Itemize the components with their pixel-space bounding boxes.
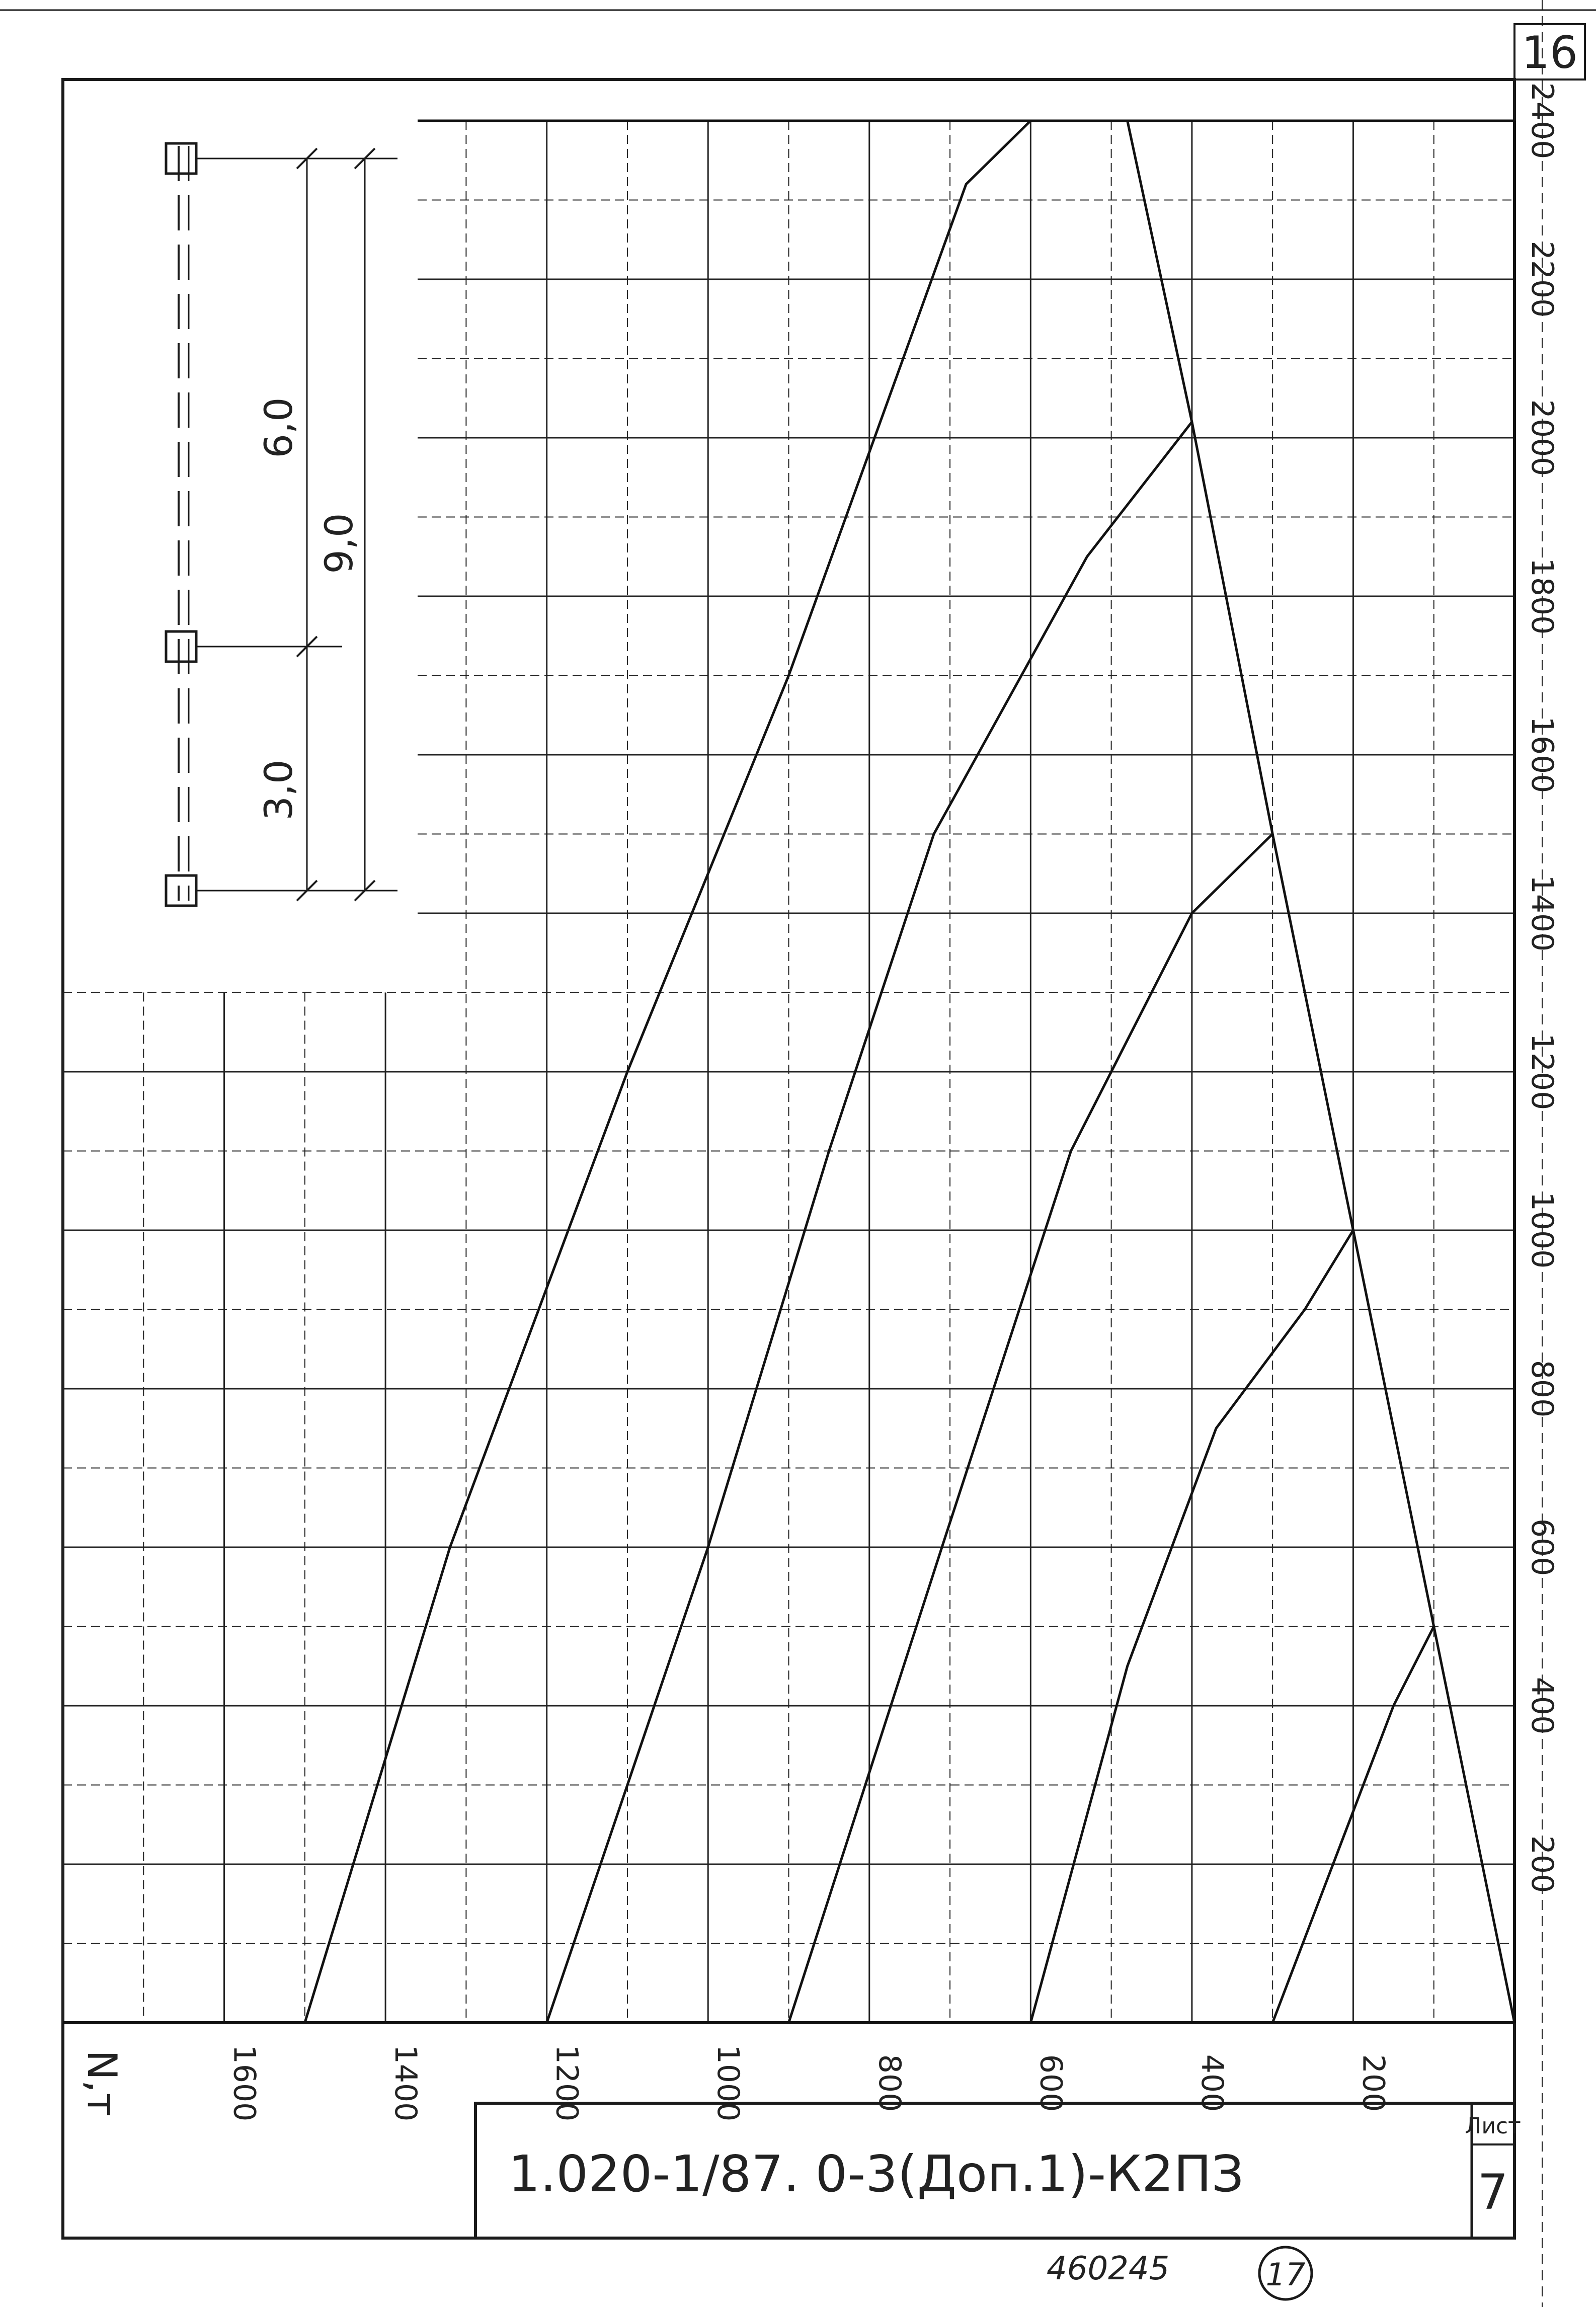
y-tick-label: 2400 — [1525, 83, 1560, 160]
x-tick-label: 1200 — [549, 2045, 585, 2122]
tick-1 — [296, 147, 318, 170]
y-tick-label: 200 — [1525, 1836, 1560, 1893]
y-tick-label: 400 — [1525, 1677, 1560, 1735]
sheet-number-top: 16 — [1522, 27, 1578, 78]
series-line-4 — [1029, 1229, 1354, 2023]
node-middle — [165, 630, 198, 663]
chart-series — [303, 120, 1516, 2023]
y-tick-label: 2000 — [1525, 400, 1560, 476]
tick-2 — [354, 147, 376, 170]
sheet-label: Лист — [1465, 2113, 1521, 2139]
title-block: 1.020-1/87. 0-3(Доп.1)-К2ПЗ Лист 7 — [474, 2102, 1521, 2240]
x-tick-labels: 1600 1400 1200 1000 800 600 400 200 — [227, 2045, 1391, 2122]
y-tick-label: 1400 — [1525, 875, 1560, 952]
x-tick-label: 1000 — [710, 2045, 746, 2122]
series-line-5 — [1271, 1626, 1435, 2023]
y-tick-label: 1600 — [1525, 717, 1560, 793]
dim-total-label: 9,0 — [316, 513, 361, 574]
series-line-6 — [1126, 120, 1516, 2023]
y-tick-label: 1800 — [1525, 558, 1560, 635]
sheet-value: 7 — [1477, 2164, 1508, 2220]
dim-upper-label: 6,0 — [256, 397, 301, 458]
archive-number: 460245 — [1047, 2250, 1169, 2287]
title-block-frame — [474, 2102, 1516, 2240]
tick-4 — [296, 880, 318, 902]
y-tick-label: 600 — [1525, 1519, 1560, 1576]
series-line-1 — [303, 120, 1032, 2023]
chart: 200 400 600 800 1000 1200 1400 1600 1800 2000 2200… — [62, 83, 1560, 2122]
y-tick-label: 1000 — [1525, 1192, 1560, 1269]
tick-5 — [354, 880, 376, 902]
x-axis-label: N,т — [78, 2050, 125, 2116]
column-schematic: 6,0 9,0 3,0 — [165, 142, 397, 907]
y-tick-labels: 200 400 600 800 1000 1200 1400 1600 1800 2000 2200… — [1525, 83, 1560, 1893]
circled-number-ring — [1258, 2246, 1313, 2301]
node-top — [165, 142, 198, 175]
circled-number: 17 — [1266, 2256, 1306, 2293]
tick-3 — [296, 635, 318, 658]
document-designation: 1.020-1/87. 0-3(Доп.1)-К2ПЗ — [508, 2144, 1244, 2203]
x-tick-label: 1400 — [388, 2045, 423, 2122]
series-line-3 — [787, 833, 1273, 2023]
y-tick-label: 1200 — [1525, 1033, 1560, 1110]
sheet-number-box — [1513, 23, 1586, 81]
y-tick-label: 800 — [1525, 1360, 1560, 1418]
series-line-2 — [545, 421, 1193, 2023]
y-tick-label: 2200 — [1525, 241, 1560, 318]
x-tick-label: 1600 — [227, 2045, 262, 2122]
dim-lower-label: 3,0 — [256, 760, 301, 821]
node-bottom — [165, 874, 198, 907]
